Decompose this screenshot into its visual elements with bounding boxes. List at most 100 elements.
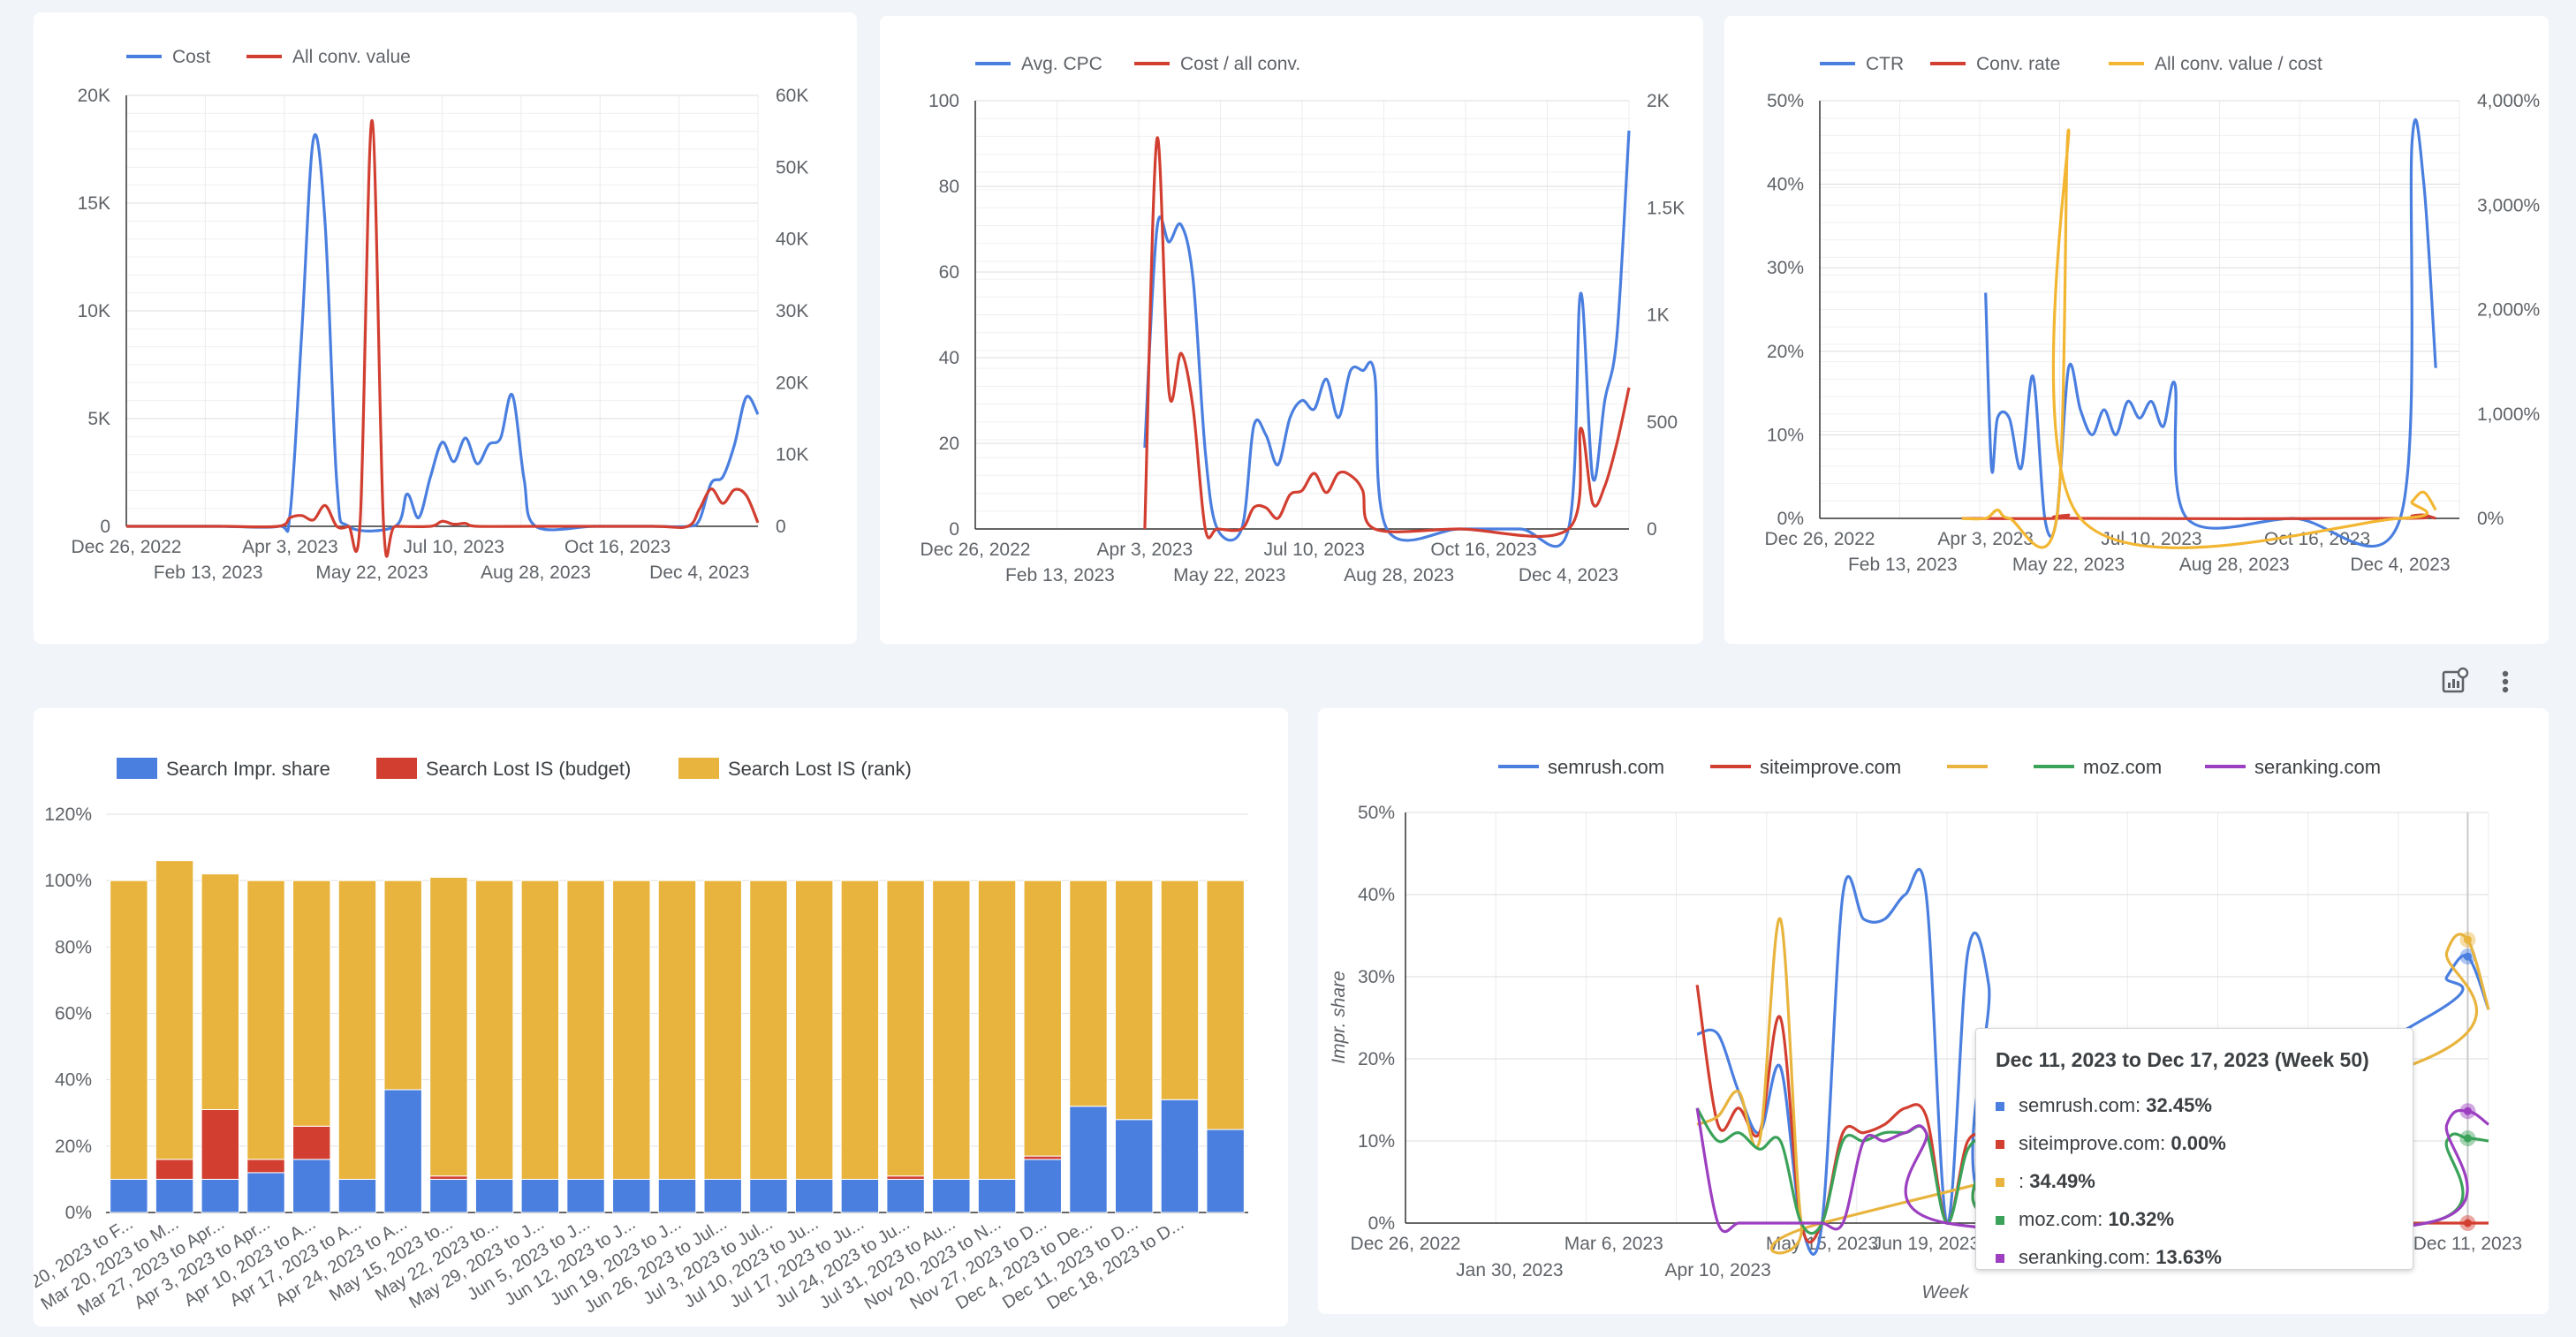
bar-segment: [520, 1178, 560, 1213]
series-swatch: [1996, 1178, 2004, 1188]
series-swatch: [1996, 1140, 2004, 1150]
impression-share-bar-chart[interactable]: Search Impr. share Search Lost IS (budget…: [27, 708, 1288, 1326]
chart-card-ctr: CTR Conv. rate All conv. value / cost 0% 10%…: [1724, 16, 2549, 644]
bar-segment: [155, 1159, 194, 1180]
bar-segment: [337, 880, 377, 1180]
y-tick-label: 30%: [1358, 967, 1395, 987]
x-tick-label: Dec 26, 2022: [72, 537, 182, 557]
x-tick-label: Dec 4, 2023: [1519, 565, 1618, 585]
y-tick-label: 0: [100, 517, 110, 537]
bar-segment: [246, 1159, 285, 1174]
bar-segment: [657, 880, 697, 1180]
legend-label: Search Lost IS (budget): [426, 758, 631, 780]
ctr-conv-rate-chart[interactable]: CTR Conv. rate All conv. value / cost 0% 10%…: [1724, 16, 2549, 644]
tooltip-value: 0.00%: [2171, 1132, 2226, 1154]
y-tick-label: 60%: [55, 1004, 92, 1024]
legend-label: Search Impr. share: [166, 758, 330, 780]
y2-tick-label: 4,000%: [2477, 91, 2540, 111]
legend-label: All conv. value / cost: [2155, 54, 2322, 74]
y-tick-label: 10%: [1358, 1131, 1395, 1152]
tooltip-row: moz.com: 10.32%: [1996, 1208, 2174, 1231]
x-tick-label: Mar 6, 2023: [1565, 1234, 1663, 1254]
x-tick-label: Dec 26, 2022: [1351, 1234, 1461, 1254]
bar-segment: [612, 880, 651, 1180]
bar-segment: [886, 1178, 925, 1213]
bar-segment: [886, 880, 925, 1177]
y-tick-label: 100: [928, 91, 959, 111]
tooltip-value: 10.32%: [2108, 1208, 2175, 1230]
legend-label: Cost: [172, 47, 210, 67]
legend-label: seranking.com: [2254, 756, 2381, 778]
more-vert-icon[interactable]: [2489, 664, 2521, 699]
x-tick-label: Apr 3, 2023: [1937, 529, 2034, 549]
x-tick-label: Jul 10, 2023: [2101, 529, 2201, 549]
x-tick-label: Apr 3, 2023: [242, 537, 338, 557]
x-tick-label: May 22, 2023: [2012, 555, 2125, 575]
bar-segment: [977, 1178, 1017, 1213]
y-tick-label: 100%: [44, 871, 92, 891]
y-tick-label: 10%: [1767, 425, 1804, 445]
y2-tick-label: 3,000%: [2477, 195, 2540, 215]
bar-segment: [794, 1178, 834, 1213]
y2-tick-label: 2K: [1647, 91, 1670, 111]
tooltip-row: : 34.49%: [1996, 1170, 2095, 1193]
y-tick-label: 80: [939, 177, 959, 197]
bar-segment: [292, 1125, 331, 1160]
x-tick-label: Feb 13, 2023: [154, 563, 263, 583]
y2-tick-label: 40K: [776, 230, 808, 250]
bar-segment: [566, 1178, 605, 1213]
bar-segment: [292, 1159, 331, 1213]
bar-segment: [429, 1175, 468, 1180]
tooltip-value: 32.45%: [2146, 1094, 2212, 1116]
y-tick-label: 0: [949, 519, 959, 540]
y2-tick-label: 30K: [776, 301, 808, 321]
y-tick-label: 20%: [55, 1137, 92, 1157]
y-tick-label: 5K: [87, 409, 110, 429]
bar-segment: [749, 1178, 788, 1213]
hover-point: [2463, 1219, 2472, 1227]
bar-segment: [886, 1175, 925, 1180]
bar-segment: [932, 880, 971, 1180]
y2-tick-label: 1.5K: [1647, 198, 1685, 218]
x-tick-label: Jul 10, 2023: [1263, 540, 1364, 560]
y2-tick-label: 0: [1647, 519, 1657, 540]
y-tick-label: 10K: [78, 301, 110, 321]
cpc-cost-per-conv-chart[interactable]: Avg. CPC Cost / all conv. 0 20 40 60 80 100 0 500…: [880, 16, 1703, 644]
y-tick-label: 0%: [1368, 1213, 1395, 1234]
x-tick-label: Feb 13, 2023: [1848, 555, 1958, 575]
y2-tick-label: 500: [1647, 412, 1678, 433]
bar-segment: [977, 880, 1017, 1180]
bar-segment: [383, 1089, 422, 1213]
legend-label: moz.com: [2083, 756, 2162, 778]
tooltip-value: 34.49%: [2029, 1170, 2095, 1192]
tooltip-label: moz.com:: [2019, 1208, 2109, 1230]
chart-explore-icon[interactable]: [2436, 664, 2472, 699]
y2-tick-label: 2,000%: [2477, 300, 2540, 321]
series-swatch: [1996, 1216, 2004, 1226]
series-swatch: [1996, 1102, 2004, 1112]
x-tick-label: Oct 16, 2023: [1430, 540, 1536, 560]
legend-swatch: [117, 758, 157, 779]
hover-point: [2463, 1134, 2472, 1143]
x-tick-label: Dec 4, 2023: [649, 563, 749, 583]
x-tick-label: Aug 28, 2023: [2179, 555, 2290, 575]
y2-tick-label: 50K: [776, 157, 808, 178]
y-tick-label: 0%: [1777, 509, 1804, 529]
chart-card-cost: Cost All conv. value 0 5K 10K 15K 20K 0 10K 20K 30…: [34, 12, 857, 644]
y-tick-label: 50%: [1767, 91, 1804, 111]
y2-tick-label: 20K: [776, 373, 808, 393]
bar-segment: [155, 860, 194, 1160]
y2-tick-label: 10K: [776, 445, 808, 465]
legend-label: Avg. CPC: [1021, 54, 1102, 74]
y2-tick-label: 1K: [1647, 306, 1670, 326]
tooltip-title: Dec 11, 2023 to Dec 17, 2023 (Week 50): [1996, 1048, 2369, 1071]
x-tick-label: Jul 10, 2023: [404, 537, 504, 557]
bar-segment: [657, 1178, 697, 1213]
bar-segment: [1114, 880, 1154, 1121]
x-tick-label: Apr 10, 2023: [1665, 1260, 1771, 1280]
tooltip-row: semrush.com: 32.45%: [1996, 1094, 2212, 1117]
bar-segment: [1069, 880, 1108, 1107]
tooltip-label: seranking.com:: [2019, 1246, 2156, 1268]
x-tick-label: Dec 4, 2023: [2350, 555, 2450, 575]
cost-conv-value-chart[interactable]: Cost All conv. value 0 5K 10K 15K 20K 0 10K 20K 30…: [34, 12, 857, 644]
